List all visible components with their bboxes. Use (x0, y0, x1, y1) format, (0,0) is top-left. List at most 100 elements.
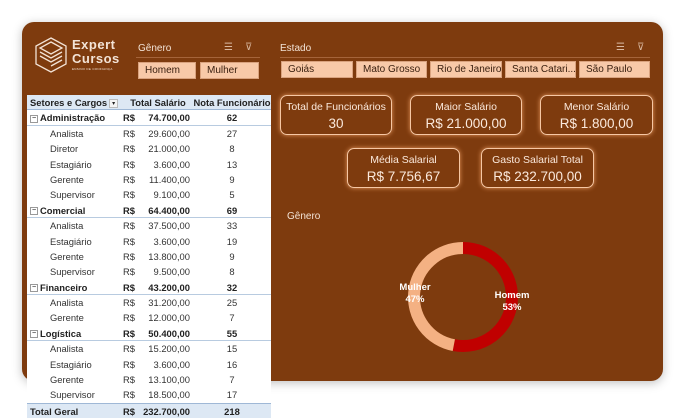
total-salario: 3.600,00 (153, 358, 191, 370)
kpi-value: R$ 21.000,00 (425, 116, 507, 131)
total-salario: 31.200,00 (148, 297, 190, 309)
logo-line1: Expert (72, 37, 116, 52)
slice-mulher[interactable] (408, 242, 464, 352)
logo-cube-icon (35, 37, 67, 73)
kpi-label: Média Salarial (370, 154, 437, 166)
slicer-item-homem[interactable]: Homem (138, 62, 196, 79)
collapse-icon[interactable]: − (30, 207, 38, 216)
row-label: Gerente (50, 250, 84, 262)
header-setores: Setores e Cargos (30, 97, 108, 108)
row-label: Supervisor (50, 266, 95, 278)
label-homem: Homem 53% (494, 290, 530, 313)
total-salario: 15.200,00 (148, 343, 190, 355)
divider (280, 57, 650, 58)
clear-filter-icon[interactable]: ⊽ (245, 42, 253, 53)
table-row: Analista R$ 15.200,00 15 (27, 341, 271, 356)
collapse-icon[interactable]: − (30, 330, 38, 339)
nota: 25 (226, 297, 238, 309)
nota: 16 (226, 358, 238, 370)
total-salario: 74.700,00 (148, 112, 190, 124)
kpi-label: Gasto Salarial Total (492, 154, 583, 166)
row-label: Estagiário (50, 235, 92, 247)
chart-title: Gênero (287, 211, 321, 222)
row-label: Diretor (50, 143, 79, 155)
row-label: Gerente (50, 312, 84, 324)
row-label: Analista (50, 297, 84, 309)
total-salario: 13.800,00 (148, 250, 190, 262)
slicer-item-santa-catarina[interactable]: Santa Catari... (505, 61, 576, 78)
table-row: Gerente R$ 11.400,00 9 (27, 172, 271, 187)
table-row: Diretor R$ 21.000,00 8 (27, 141, 271, 156)
table-row: Gerente R$ 12.000,00 7 (27, 310, 271, 325)
row-label: Estagiário (50, 358, 92, 370)
row-label: Estagiário (50, 158, 92, 170)
group-row: − Financeiro R$ 43.200,00 32 (27, 280, 271, 296)
nota: 33 (226, 220, 238, 232)
currency: R$ (123, 220, 135, 232)
slicer-item-rio-de-janeiro[interactable]: Rio de Janeiro (430, 61, 502, 78)
header-nota: Nota Funcionário (193, 97, 271, 108)
clear-filter-icon[interactable]: ⊽ (637, 42, 645, 53)
currency: R$ (123, 127, 135, 139)
slicer-item-sao-paulo[interactable]: São Paulo (579, 61, 650, 78)
filter-dropdown-icon[interactable]: ▾ (109, 99, 119, 109)
table-row: Estagiário R$ 3.600,00 19 (27, 234, 271, 249)
multi-select-icon[interactable]: ☰ (224, 42, 233, 53)
row-label: Supervisor (50, 389, 95, 401)
total-salario: 3.600,00 (153, 235, 191, 247)
row-label: Gerente (50, 173, 84, 185)
row-label: Analista (50, 127, 84, 139)
table-header: Setores e Cargos ▾ Total Salário Nota Fun… (27, 95, 271, 111)
kpi-menor-salario: Menor Salário R$ 1.800,00 (540, 95, 653, 135)
currency: R$ (123, 327, 135, 339)
currency: R$ (123, 297, 135, 309)
table-row: Gerente R$ 13.100,00 7 (27, 372, 271, 387)
group-row: − Logística R$ 50.400,00 55 (27, 326, 271, 342)
kpi-gasto-total: Gasto Salarial Total R$ 232.700,00 (481, 148, 594, 188)
slice-homem[interactable] (452, 242, 518, 352)
currency: R$ (123, 189, 135, 201)
slicer-item-mato-grosso[interactable]: Mato Grosso (356, 61, 427, 78)
currency: R$ (123, 158, 135, 170)
nota: 7 (229, 312, 235, 324)
total-salario: 11.400,00 (148, 173, 190, 185)
kpi-label: Maior Salário (435, 101, 497, 113)
group-row: − Administração R$ 74.700,00 62 (27, 110, 271, 126)
table-row: Analista R$ 37.500,00 33 (27, 218, 271, 233)
total-salario: 9.500,00 (153, 266, 191, 278)
estado-slicer-title: Estado (280, 43, 312, 54)
nota: 15 (226, 343, 238, 355)
label-mulher: Mulher 47% (399, 282, 431, 305)
total-salario: 18.500,00 (148, 389, 190, 401)
nota: 17 (226, 389, 238, 401)
collapse-icon[interactable]: − (30, 284, 38, 293)
total-salario: 3.600,00 (153, 158, 191, 170)
kpi-maior-salario: Maior Salário R$ 21.000,00 (410, 95, 522, 135)
table-row: Supervisor R$ 9.500,00 8 (27, 264, 271, 279)
currency: R$ (123, 374, 135, 386)
nota: 19 (226, 235, 238, 247)
table-row: Supervisor R$ 18.500,00 17 (27, 387, 271, 402)
table-row: Estagiário R$ 3.600,00 13 (27, 157, 271, 172)
table-row: Analista R$ 29.600,00 27 (27, 126, 271, 141)
nota: 5 (229, 189, 235, 201)
table-row: Estagiário R$ 3.600,00 16 (27, 357, 271, 372)
currency: R$ (123, 112, 135, 124)
kpi-label: Total de Funcionários (286, 101, 386, 113)
donut-chart (408, 242, 518, 352)
total-salario: 12.000,00 (148, 312, 190, 324)
genero-slicer-title: Gênero (138, 43, 172, 54)
currency: R$ (123, 266, 135, 278)
multi-select-icon[interactable]: ☰ (616, 42, 625, 53)
collapse-icon[interactable]: − (30, 114, 38, 123)
total-salario: 37.500,00 (148, 220, 190, 232)
currency: R$ (123, 358, 135, 370)
kpi-label: Menor Salário (563, 101, 630, 113)
currency: R$ (123, 250, 135, 262)
currency: R$ (123, 343, 135, 355)
nota: 9 (229, 173, 235, 185)
nota: 62 (226, 112, 238, 124)
slicer-item-mulher[interactable]: Mulher (200, 62, 259, 79)
pivot-table[interactable]: Setores e Cargos ▾ Total Salário Nota Fun… (27, 95, 271, 419)
slicer-item-goias[interactable]: Goiás (281, 61, 353, 78)
